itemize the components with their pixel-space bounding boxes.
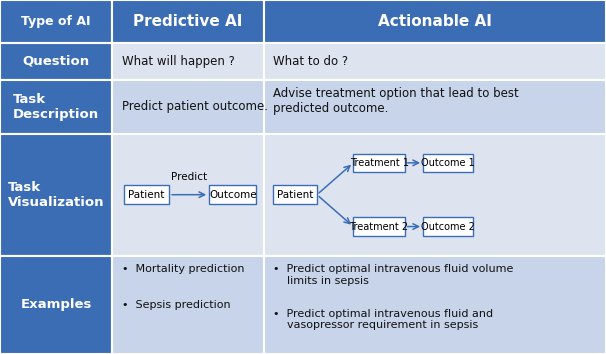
FancyBboxPatch shape [112, 0, 264, 43]
Text: Treatment 2: Treatment 2 [350, 222, 408, 232]
Text: •  Mortality prediction: • Mortality prediction [122, 264, 244, 274]
FancyBboxPatch shape [112, 80, 264, 134]
FancyBboxPatch shape [423, 217, 473, 236]
Text: Treatment 1: Treatment 1 [350, 158, 408, 168]
Text: What to do ?: What to do ? [273, 55, 348, 68]
FancyBboxPatch shape [353, 217, 405, 236]
Text: Advise treatment option that lead to best
predicted outcome.: Advise treatment option that lead to bes… [273, 87, 519, 115]
FancyBboxPatch shape [264, 43, 606, 80]
Text: Predict patient outcome.: Predict patient outcome. [122, 100, 268, 113]
FancyBboxPatch shape [0, 43, 112, 80]
Text: •  Sepsis prediction: • Sepsis prediction [122, 300, 230, 310]
Text: Outcome: Outcome [209, 190, 256, 200]
Text: •  Predict optimal intravenous fluid volume
    limits in sepsis: • Predict optimal intravenous fluid volu… [273, 264, 514, 286]
FancyBboxPatch shape [112, 43, 264, 80]
FancyBboxPatch shape [0, 134, 112, 256]
FancyBboxPatch shape [112, 256, 264, 354]
Text: Question: Question [22, 55, 90, 68]
FancyBboxPatch shape [264, 0, 606, 43]
FancyBboxPatch shape [124, 185, 169, 204]
Text: Patient: Patient [128, 190, 165, 200]
Text: •  Predict optimal intravenous fluid and
    vasopressor requirement in sepsis: • Predict optimal intravenous fluid and … [273, 309, 493, 330]
FancyBboxPatch shape [0, 80, 112, 134]
FancyBboxPatch shape [423, 154, 473, 172]
FancyBboxPatch shape [209, 185, 256, 204]
FancyBboxPatch shape [112, 134, 264, 256]
Text: Actionable AI: Actionable AI [378, 14, 491, 29]
Text: Examples: Examples [21, 298, 92, 311]
FancyBboxPatch shape [0, 256, 112, 354]
FancyBboxPatch shape [353, 154, 405, 172]
Text: Task
Description: Task Description [13, 93, 99, 121]
Text: What will happen ?: What will happen ? [122, 55, 235, 68]
Text: Predictive AI: Predictive AI [133, 14, 242, 29]
Text: Outcome 1: Outcome 1 [421, 158, 475, 168]
FancyBboxPatch shape [273, 185, 317, 204]
FancyBboxPatch shape [264, 256, 606, 354]
Text: Outcome 2: Outcome 2 [421, 222, 475, 232]
Text: Type of AI: Type of AI [21, 15, 91, 28]
FancyBboxPatch shape [264, 134, 606, 256]
FancyBboxPatch shape [0, 0, 112, 43]
Text: Predict: Predict [171, 172, 207, 182]
Text: Patient: Patient [276, 190, 313, 200]
Text: Task
Visualization: Task Visualization [8, 181, 104, 209]
FancyBboxPatch shape [264, 80, 606, 134]
